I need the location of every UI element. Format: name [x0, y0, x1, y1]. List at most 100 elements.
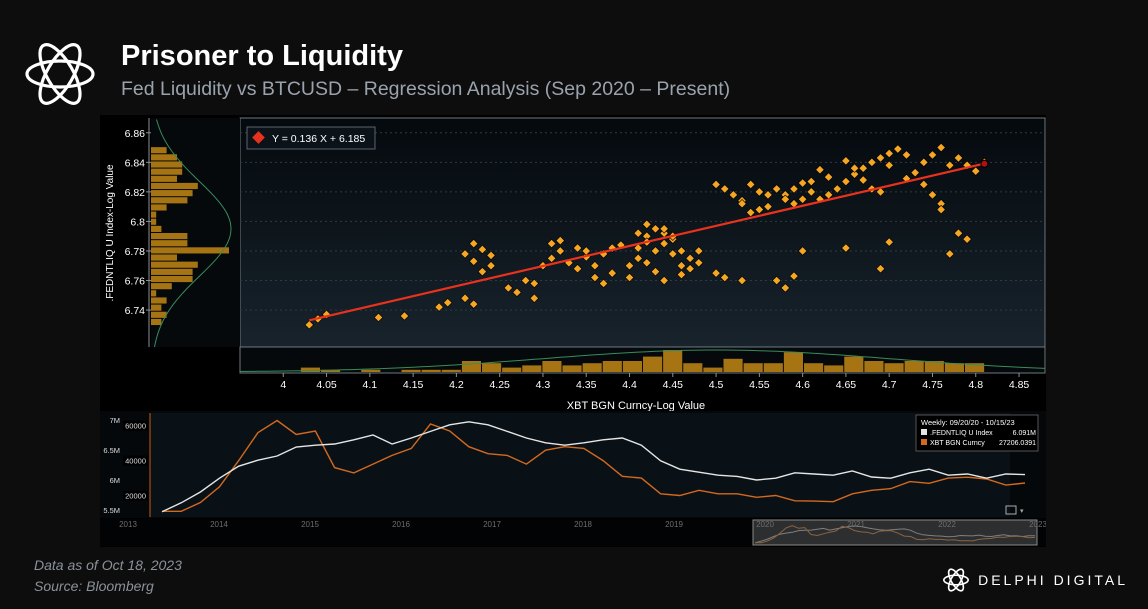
- scatter-point: [633, 228, 643, 238]
- x-histogram-bar: [904, 361, 924, 372]
- legend-swatch-btc: [921, 439, 927, 445]
- scatter-point: [572, 243, 583, 253]
- legend-swatch-fed: [921, 429, 927, 435]
- scatter-point: [797, 194, 808, 204]
- scatter-point: [927, 190, 938, 200]
- x-tick-label: 4.6: [795, 379, 810, 391]
- x-tick-label: 4.85: [1009, 379, 1030, 391]
- scatter-point: [875, 153, 886, 163]
- scatter-point: [676, 246, 687, 256]
- scatter-point: [642, 219, 652, 230]
- y-tick-label: 6.76: [125, 276, 146, 288]
- regression-line: [308, 162, 985, 322]
- y-histogram-bar: [151, 154, 177, 161]
- scatter-point: [945, 249, 955, 259]
- x-histogram-bar: [924, 361, 944, 372]
- y-histogram-bar: [151, 147, 167, 154]
- scatter-point: [720, 272, 730, 283]
- scatter-point: [832, 184, 842, 194]
- scatter-point: [642, 231, 652, 241]
- y-histogram-bar: [151, 290, 157, 297]
- navigator-selection-window[interactable]: [752, 519, 1038, 546]
- navigator-year-label: 2015: [301, 520, 319, 529]
- y-histogram-bar: [151, 318, 162, 326]
- scatter-point: [893, 144, 903, 154]
- scatter-point: [841, 243, 851, 253]
- x-tick-label: 4: [280, 379, 286, 391]
- x-tick-label: 4.2: [449, 379, 464, 391]
- x-tick-label: 4.4: [622, 379, 637, 391]
- scatter-point: [815, 165, 825, 175]
- scatter-point: [304, 320, 314, 330]
- right-axis-label: 20000: [125, 492, 146, 501]
- scatter-point: [901, 150, 912, 160]
- latest-point-marker: [980, 159, 989, 168]
- y-histogram-bar: [151, 297, 167, 304]
- y-histogram-bar: [151, 182, 198, 190]
- y-histogram-bar: [151, 211, 157, 218]
- scatter-point: [503, 283, 514, 293]
- x-tick-label: 4.3: [536, 379, 551, 391]
- scatter-point: [469, 238, 479, 249]
- scatter-point: [572, 264, 583, 274]
- y-histogram-bar: [151, 190, 193, 197]
- scatter-point: [720, 184, 730, 194]
- page-subtitle: Fed Liquidity vs BTCUSD – Regression Ana…: [121, 78, 731, 100]
- y-histogram-bar: [151, 247, 229, 254]
- x-tick-label: 4.75: [922, 379, 943, 391]
- chart-settings-icon[interactable]: [1005, 505, 1017, 515]
- y-histogram-bar: [151, 175, 177, 182]
- x-histogram-bar: [783, 352, 803, 372]
- x-histogram-bar: [965, 363, 985, 372]
- left-axis-label: 6M: [110, 476, 120, 485]
- scatter-point: [694, 246, 704, 256]
- x-histogram-bar: [703, 367, 723, 372]
- x-tick-label: 4.65: [836, 379, 857, 391]
- scatter-point: [650, 246, 661, 256]
- scatter-point: [746, 179, 756, 190]
- x-tick-label: 4.25: [489, 379, 510, 391]
- scatter-point: [927, 150, 938, 160]
- data-source: Source: Bloomberg: [34, 578, 154, 594]
- scatter-point: [737, 199, 747, 209]
- chart-controls[interactable]: ▾: [1005, 505, 1024, 515]
- scatter-point: [529, 278, 539, 289]
- chart-canvas: 6.86 6.84 6.82 6.8 6.78 6.76 6.74 4 4.05 4.1 4.15…: [100, 117, 1047, 546]
- scatter-point: [685, 264, 695, 274]
- navigator-year-label: 2020: [756, 520, 774, 529]
- x-tick-label: 4.8: [968, 379, 983, 391]
- x-histogram-bar: [461, 361, 481, 372]
- y-histogram-bar: [151, 197, 188, 204]
- scatter-point: [399, 311, 410, 321]
- y-histogram-bar: [151, 168, 183, 175]
- scatter-point: [754, 187, 765, 197]
- legend-title: Weekly: 09/20/20 - 10/15/23: [921, 418, 1015, 427]
- y-histogram-bar: [151, 161, 183, 168]
- scatter-point: [780, 283, 790, 293]
- timeline-navigator[interactable]: 2013 2014 2015 2016 2017 2018 2019 2020 2021 2022…: [100, 519, 1047, 546]
- left-axis-label: 5.5M: [103, 506, 120, 515]
- navigator-year-label: 2021: [847, 520, 865, 529]
- scatter-point: [590, 272, 600, 283]
- scatter-point: [971, 166, 981, 176]
- right-axis-label-box: [123, 455, 148, 466]
- navigator-year-label: 2023: [1029, 520, 1046, 529]
- scatter-point: [624, 272, 635, 283]
- x-histogram-bar: [602, 361, 622, 372]
- scatter-point: [486, 250, 496, 261]
- x-histogram-bar: [582, 363, 602, 372]
- scatter-point: [789, 199, 799, 209]
- scatter-point: [460, 249, 470, 259]
- scatter-point: [841, 156, 851, 166]
- fed-liquidity-line: [161, 421, 1026, 513]
- y-histogram-bar: [151, 261, 198, 268]
- scatter-point: [642, 258, 652, 268]
- left-axis-label: 7M: [110, 416, 120, 425]
- scatter-point: [771, 275, 782, 286]
- legend-btc-name: XBT BGN Curncy: [930, 440, 985, 447]
- right-axis-label: 60000: [125, 422, 146, 431]
- scatter-point: [486, 261, 496, 271]
- chart-dropdown-icon[interactable]: ▾: [1020, 508, 1024, 515]
- y-histogram-bar: [151, 240, 188, 247]
- x-tick-label: 4.35: [576, 379, 597, 391]
